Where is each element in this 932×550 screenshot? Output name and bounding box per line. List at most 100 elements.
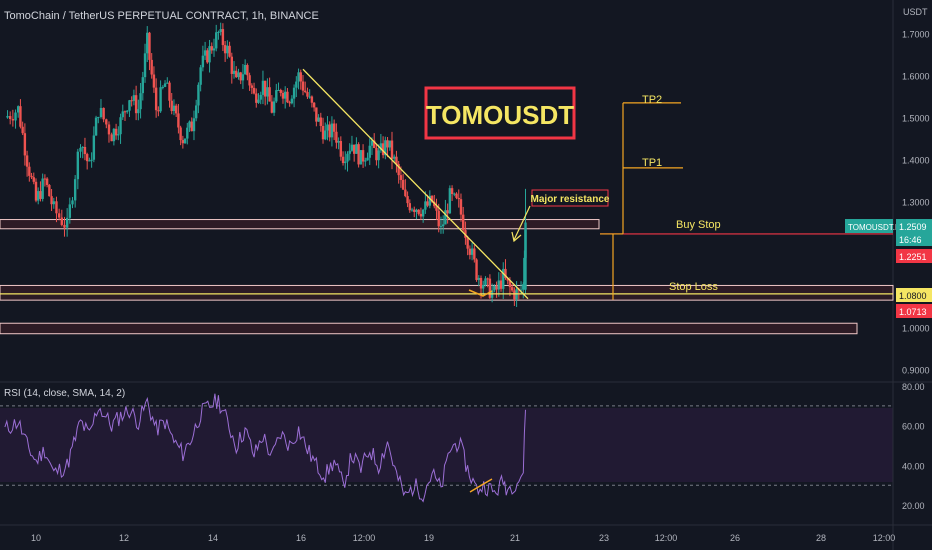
candle-body <box>128 100 131 111</box>
candle-body <box>215 32 218 49</box>
rsi-tick: 60.00 <box>902 422 925 432</box>
supply-demand-zone[interactable] <box>0 322 858 335</box>
candle-body <box>137 109 140 114</box>
low-price-label-bg <box>896 304 932 318</box>
price-tick: 0.9000 <box>902 365 930 375</box>
candle-body <box>261 80 265 95</box>
stop-loss-price-label: 1.0800 <box>899 291 927 301</box>
candle-body <box>88 160 91 162</box>
candle-body <box>304 90 307 93</box>
major-resistance-box[interactable] <box>531 189 609 207</box>
candle-body <box>312 102 316 108</box>
candle-body <box>272 101 276 113</box>
time-tick: 16 <box>296 533 306 543</box>
candle-body <box>395 156 398 165</box>
candle-body <box>446 210 449 214</box>
candle-body <box>212 48 216 51</box>
candle-body <box>134 95 138 114</box>
candle-body <box>315 107 318 122</box>
candle-body <box>19 106 22 127</box>
candle-body <box>268 87 271 102</box>
candle-body <box>39 191 42 199</box>
low-price-label: 1.0713 <box>899 307 927 317</box>
chart-title: TomoChain / TetherUS PERPETUAL CONTRACT,… <box>4 10 319 22</box>
candle-body <box>90 159 93 161</box>
candle-body <box>522 284 525 290</box>
time-axis[interactable]: 10 12 14 16 12:00 19 21 23 12:00 26 28 12:00 <box>31 533 895 543</box>
candle-body <box>32 177 35 182</box>
candle-body <box>473 248 476 260</box>
candle-body <box>85 154 89 162</box>
candles-layer <box>6 22 527 307</box>
countdown-label: 16:46 <box>899 235 922 245</box>
candle-body <box>112 128 116 142</box>
candle-body <box>43 178 47 180</box>
symbol-box-label: TOMOUSDT <box>426 100 574 130</box>
rsi-tick: 80.00 <box>902 382 925 392</box>
candle-body <box>477 277 480 280</box>
candle-body <box>174 105 178 114</box>
candle-body <box>519 289 523 291</box>
stop-loss-price-label-bg <box>896 288 932 302</box>
candle-body <box>341 156 345 164</box>
candle-body <box>105 119 108 125</box>
major-resistance-arrow <box>513 205 531 241</box>
buy-stop-price-label-bg <box>896 249 932 263</box>
candle-body <box>413 209 416 212</box>
tp1-label: TP1 <box>642 157 662 169</box>
candle-body <box>388 140 391 148</box>
candle-body <box>488 278 492 298</box>
trendline[interactable] <box>302 68 529 300</box>
candle-body <box>321 125 325 140</box>
candle-body <box>65 217 69 228</box>
candle-body <box>219 29 222 32</box>
candle-body <box>448 188 452 214</box>
candle-body <box>246 65 249 76</box>
candle-body <box>34 181 38 201</box>
candle-body <box>248 75 251 86</box>
candle-body <box>92 135 96 160</box>
rsi-layer <box>0 393 893 503</box>
candle-body <box>457 197 460 200</box>
time-tick: 12:00 <box>873 533 896 543</box>
rsi-tick: 40.00 <box>902 461 925 471</box>
candle-body <box>150 59 153 75</box>
time-tick: 12:00 <box>353 533 376 543</box>
candle-body <box>201 55 205 68</box>
rsi-line[interactable] <box>4 393 526 503</box>
candle-body <box>73 179 77 201</box>
candle-body <box>484 278 487 286</box>
candle-body <box>297 72 300 82</box>
candle-body <box>504 268 507 278</box>
candle-body <box>181 140 185 144</box>
candle-body <box>330 123 334 138</box>
time-tick: 21 <box>510 533 520 543</box>
candle-body <box>237 72 240 78</box>
price-tick: 1.5000 <box>902 114 930 124</box>
candle-body <box>30 175 33 178</box>
candle-body <box>263 80 267 97</box>
candle-body <box>404 189 407 197</box>
candle-body <box>226 45 229 54</box>
time-tick: 14 <box>208 533 218 543</box>
candle-body <box>326 124 329 131</box>
supply-demand-zone[interactable] <box>0 284 894 301</box>
candle-body <box>186 127 189 139</box>
candle-body <box>132 95 136 101</box>
candle-body <box>466 237 469 249</box>
time-tick: 10 <box>31 533 41 543</box>
price-axis[interactable]: 1.7000 1.6000 1.5000 1.4000 1.3000 1.0000 0.90… <box>902 30 930 376</box>
candle-body <box>81 146 84 148</box>
candle-body <box>266 87 269 97</box>
candle-body <box>332 123 336 132</box>
candle-body <box>366 157 369 161</box>
rsi-axis[interactable]: 80.00 60.00 40.00 20.00 <box>902 382 925 511</box>
candle-body <box>102 107 105 120</box>
symbol-box[interactable] <box>424 86 576 140</box>
candle-body <box>275 90 278 102</box>
low-mark <box>468 289 493 297</box>
supply-demand-zone[interactable] <box>0 219 600 230</box>
candle-body <box>379 143 383 151</box>
candle-body <box>399 175 403 180</box>
